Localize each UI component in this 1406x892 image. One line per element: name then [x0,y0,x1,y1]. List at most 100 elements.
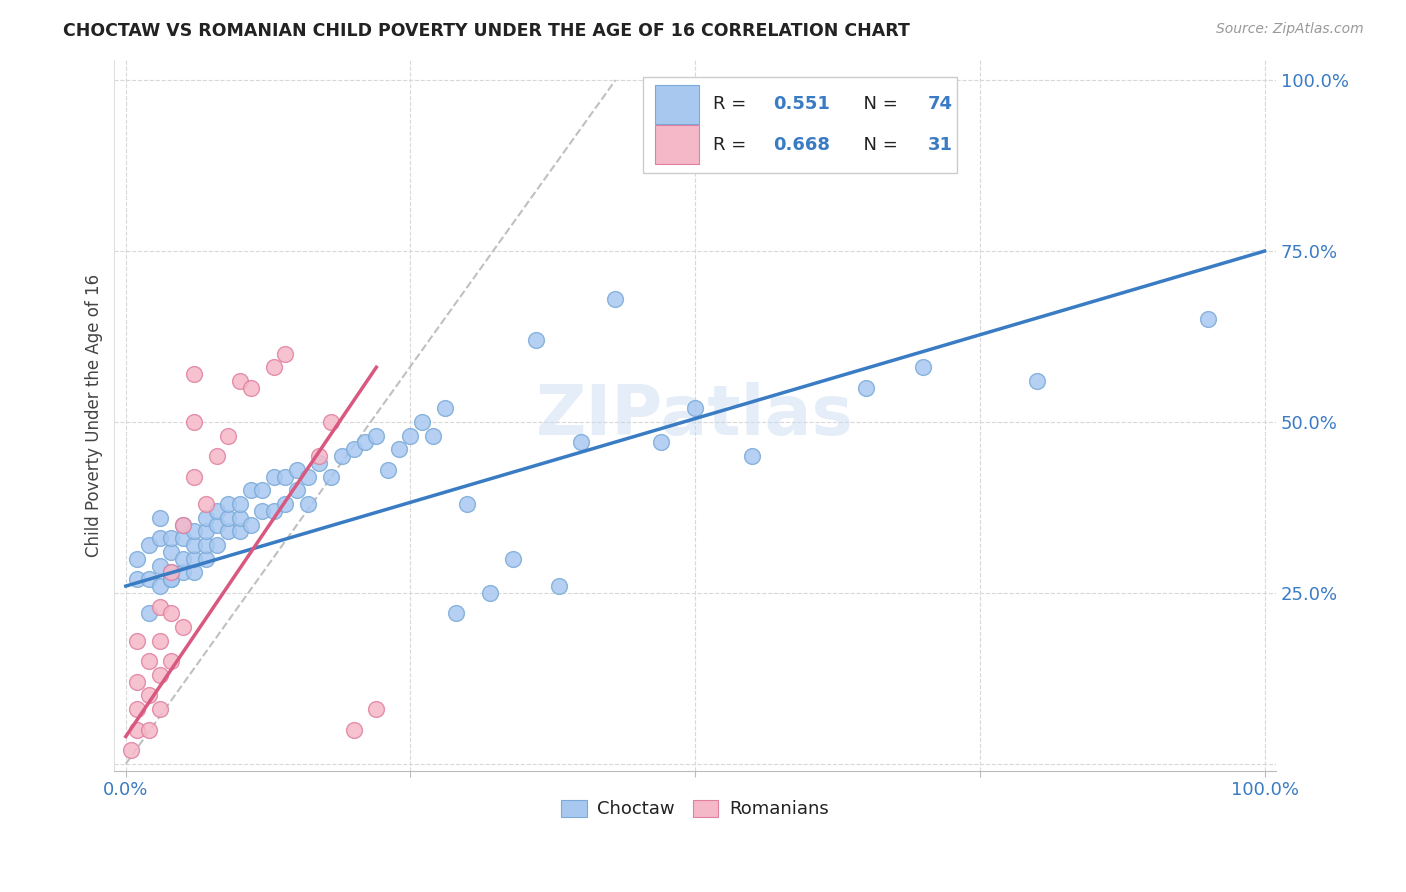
Point [228,374,250,388]
Point [456,497,478,511]
Point [194,510,217,524]
Point [149,633,172,648]
Point [342,442,364,457]
Text: 0.551: 0.551 [773,95,830,113]
Point [650,435,672,450]
Point [149,579,172,593]
Point [240,381,263,395]
Point [1025,374,1047,388]
Text: 31: 31 [928,136,952,154]
Point [121,743,143,757]
Point [183,415,205,429]
Text: ZIPatlas: ZIPatlas [536,382,853,449]
Point [217,497,239,511]
Point [274,469,297,483]
Point [217,524,239,539]
Point [228,510,250,524]
Point [194,497,217,511]
Point [741,449,763,463]
Point [297,469,319,483]
Y-axis label: Child Poverty Under the Age of 16: Child Poverty Under the Age of 16 [86,274,103,557]
Point [240,483,263,498]
Point [444,607,467,621]
Point [366,702,388,716]
Point [172,551,194,566]
Point [127,551,149,566]
Point [911,360,934,375]
Point [252,504,274,518]
Text: Source: ZipAtlas.com: Source: ZipAtlas.com [1216,22,1364,37]
Point [433,401,456,416]
Point [502,551,524,566]
Point [411,415,433,429]
Text: 74: 74 [928,95,952,113]
FancyBboxPatch shape [655,126,699,164]
Point [127,633,149,648]
Point [342,723,364,737]
Point [569,435,592,450]
Point [366,428,388,442]
Point [285,463,308,477]
Point [205,538,228,552]
Point [172,531,194,545]
Point [194,551,217,566]
FancyBboxPatch shape [643,78,956,173]
Point [172,566,194,580]
Point [1197,312,1219,326]
Point [330,449,353,463]
Point [228,524,250,539]
Point [683,401,706,416]
Text: 0.668: 0.668 [773,136,830,154]
Text: N =: N = [852,95,904,113]
Point [354,435,377,450]
Point [274,497,297,511]
Point [308,456,330,470]
Point [160,607,183,621]
Point [160,566,183,580]
Point [263,360,285,375]
Point [399,428,422,442]
Text: R =: R = [713,95,752,113]
Point [138,538,160,552]
Point [138,723,160,737]
Point [377,463,399,477]
Point [194,524,217,539]
Point [205,504,228,518]
Point [605,292,627,306]
Point [319,469,342,483]
Point [138,572,160,586]
Point [422,428,444,442]
Point [319,415,342,429]
Point [172,517,194,532]
Text: R =: R = [713,136,752,154]
Point [479,586,502,600]
Point [183,551,205,566]
Point [138,689,160,703]
Point [274,346,297,360]
Point [127,674,149,689]
Point [160,531,183,545]
Point [138,607,160,621]
Point [149,599,172,614]
Point [183,538,205,552]
Point [855,381,877,395]
Point [127,702,149,716]
Text: CHOCTAW VS ROMANIAN CHILD POVERTY UNDER THE AGE OF 16 CORRELATION CHART: CHOCTAW VS ROMANIAN CHILD POVERTY UNDER … [63,22,910,40]
Point [183,566,205,580]
Point [160,572,183,586]
Point [149,702,172,716]
Point [547,579,569,593]
Point [263,469,285,483]
Point [138,654,160,668]
Point [172,620,194,634]
Point [183,367,205,381]
Point [388,442,411,457]
Point [308,449,330,463]
Point [149,558,172,573]
Point [127,723,149,737]
Point [160,572,183,586]
Point [285,483,308,498]
Point [160,566,183,580]
FancyBboxPatch shape [655,85,699,124]
Point [183,469,205,483]
